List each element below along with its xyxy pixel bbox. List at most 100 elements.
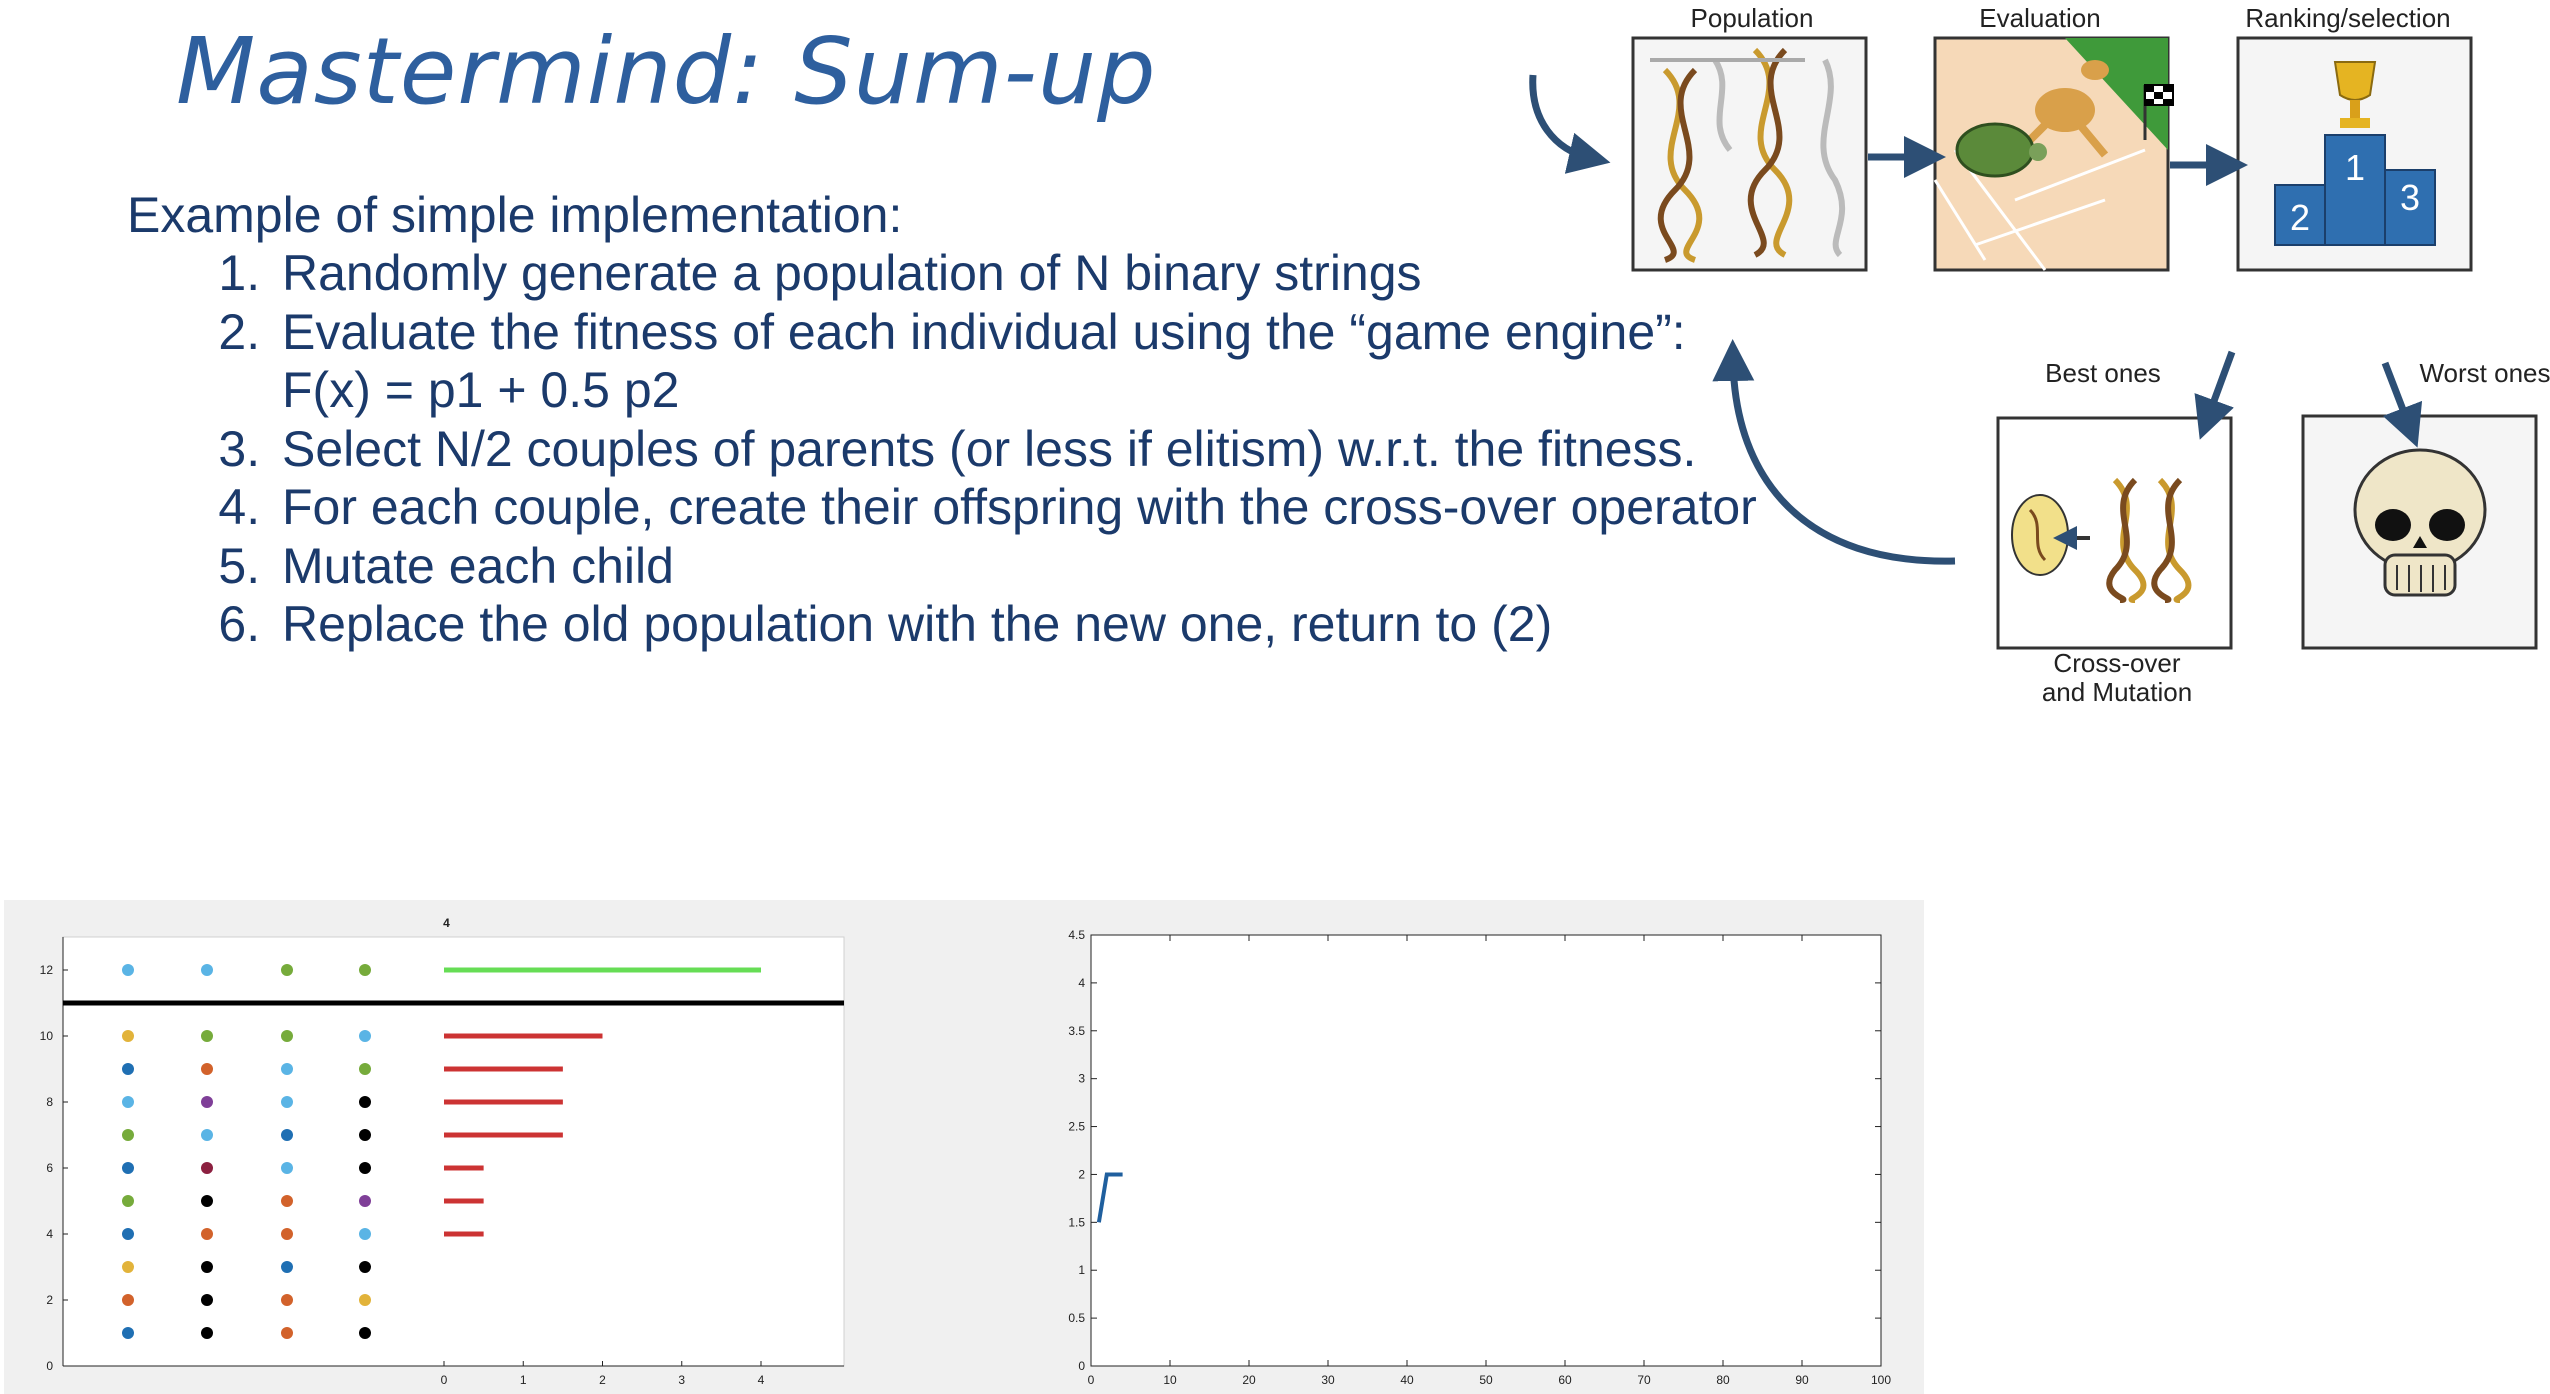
guess-peg — [359, 1294, 371, 1306]
fitness-xtick-label: 90 — [1795, 1373, 1809, 1387]
fitness-xtick-label: 60 — [1558, 1373, 1572, 1387]
guess-peg — [359, 1096, 371, 1108]
board-ytick-label: 8 — [46, 1095, 53, 1109]
guess-peg — [281, 1162, 293, 1174]
board-ytick-label: 12 — [40, 963, 54, 977]
fitness-series-line — [1096, 1172, 1123, 1223]
guess-peg — [281, 1228, 293, 1240]
crossover-box — [1996, 416, 2233, 650]
fitness-xtick-label: 20 — [1242, 1373, 1256, 1387]
solution-peg — [281, 964, 293, 976]
fitness-ytick-label: 2.5 — [1068, 1120, 1085, 1134]
podium-first: 1 — [2345, 147, 2365, 188]
step-item: Mutate each child — [274, 537, 1774, 596]
step-item: Select N/2 couples of parents (or less i… — [274, 420, 1774, 479]
fitness-ytick-label: 0 — [1078, 1359, 1085, 1373]
guess-peg — [359, 1228, 371, 1240]
fitness-xtick-label: 0 — [1088, 1373, 1095, 1387]
ga-cycle-diagram: Population Evaluation Ranking/selection … — [1529, 3, 2550, 707]
fitness-ytick-label: 3.5 — [1068, 1024, 1085, 1038]
guess-peg — [201, 1228, 213, 1240]
guess-peg — [281, 1294, 293, 1306]
trophy-icon — [2333, 61, 2377, 128]
guess-peg — [359, 1063, 371, 1075]
guess-peg — [281, 1195, 293, 1207]
guess-peg — [122, 1030, 134, 1042]
ranking-label: Ranking/selection — [2245, 3, 2450, 33]
board-axes-bg — [62, 936, 845, 1367]
step-item: Evaluate the fitness of each individual … — [274, 303, 1774, 420]
guess-peg — [281, 1063, 293, 1075]
skull-icon — [2353, 448, 2487, 597]
guess-peg — [201, 1063, 213, 1075]
fitness-xtick-label: 10 — [1163, 1373, 1177, 1387]
evaluation-label: Evaluation — [1979, 3, 2100, 33]
guess-peg — [122, 1096, 134, 1108]
fitness-ytick-label: 4 — [1078, 976, 1085, 990]
fitness-ytick-label: 3 — [1078, 1072, 1085, 1086]
guess-peg — [281, 1327, 293, 1339]
fitness-xtick-label: 100 — [1871, 1373, 1891, 1387]
mutation-label: and Mutation — [2042, 677, 2192, 707]
guess-peg — [281, 1261, 293, 1273]
egg-icon — [2011, 494, 2069, 576]
best-ones-label: Best ones — [2045, 358, 2161, 388]
solution-peg — [359, 964, 371, 976]
guess-peg — [201, 1162, 213, 1174]
guess-peg — [359, 1162, 371, 1174]
guess-peg — [122, 1195, 134, 1207]
guess-peg — [201, 1030, 213, 1042]
step-item: For each couple, create their offspring … — [274, 478, 1774, 537]
guess-peg — [122, 1228, 134, 1240]
solution-peg — [201, 964, 213, 976]
podium-third: 3 — [2400, 177, 2420, 218]
board-ytick-label: 0 — [46, 1359, 53, 1373]
fitness-xtick-label: 70 — [1637, 1373, 1651, 1387]
fitness-xtick-label: 40 — [1400, 1373, 1414, 1387]
guess-peg — [122, 1261, 134, 1273]
board-xtick-label: 0 — [441, 1373, 448, 1387]
fitness-ytick-label: 4.5 — [1068, 928, 1085, 942]
step-item: Randomly generate a population of N bina… — [274, 244, 1774, 303]
dna-icon — [2106, 477, 2192, 603]
guess-peg — [281, 1096, 293, 1108]
guess-peg — [359, 1030, 371, 1042]
board-title: 4 — [443, 916, 450, 930]
fitness-ytick-label: 2 — [1078, 1167, 1085, 1181]
guess-peg — [201, 1327, 213, 1339]
crossover-label: Cross-over — [2053, 648, 2180, 678]
guess-peg — [201, 1261, 213, 1273]
board-ytick-label: 10 — [40, 1029, 54, 1043]
kangaroo-icon — [2017, 60, 2109, 158]
guess-peg — [359, 1261, 371, 1273]
board-ytick-label: 6 — [46, 1161, 53, 1175]
guess-peg — [122, 1063, 134, 1075]
dna-icon — [1650, 47, 1846, 263]
guess-peg — [201, 1129, 213, 1141]
matlab-figure-panel: 4 0 2 4 6 8 10 12 0 1 2 3 4 0 0.5 1 1.5 2 2.5 3 3.5 4 4.5 0 10 20… — [4, 900, 1924, 1394]
guess-peg — [281, 1129, 293, 1141]
slide-title: Mastermind: Sum-up — [176, 18, 1157, 125]
cycle-arrows — [1529, 74, 2423, 565]
guess-peg — [201, 1195, 213, 1207]
fitness-xtick-label: 30 — [1321, 1373, 1335, 1387]
fitness-xtick-label: 80 — [1716, 1373, 1730, 1387]
board-xtick-label: 2 — [599, 1373, 606, 1387]
guess-peg — [201, 1096, 213, 1108]
guess-peg — [122, 1162, 134, 1174]
guess-peg — [359, 1129, 371, 1141]
board-ytick-label: 2 — [46, 1293, 53, 1307]
worst-ones-label: Worst ones — [2419, 358, 2550, 388]
fitness-ytick-label: 1.5 — [1068, 1215, 1085, 1229]
guess-peg — [359, 1195, 371, 1207]
board-xtick-label: 4 — [758, 1373, 765, 1387]
guess-peg — [281, 1030, 293, 1042]
fitness-axes-bg — [1090, 934, 1882, 1367]
population-label: Population — [1691, 3, 1814, 33]
fitness-ytick-label: 1 — [1078, 1263, 1085, 1277]
guess-peg — [201, 1294, 213, 1306]
step-item: Replace the old population with the new … — [274, 595, 1774, 654]
board-ytick-label: 4 — [46, 1227, 53, 1241]
board-xtick-label: 1 — [520, 1373, 527, 1387]
